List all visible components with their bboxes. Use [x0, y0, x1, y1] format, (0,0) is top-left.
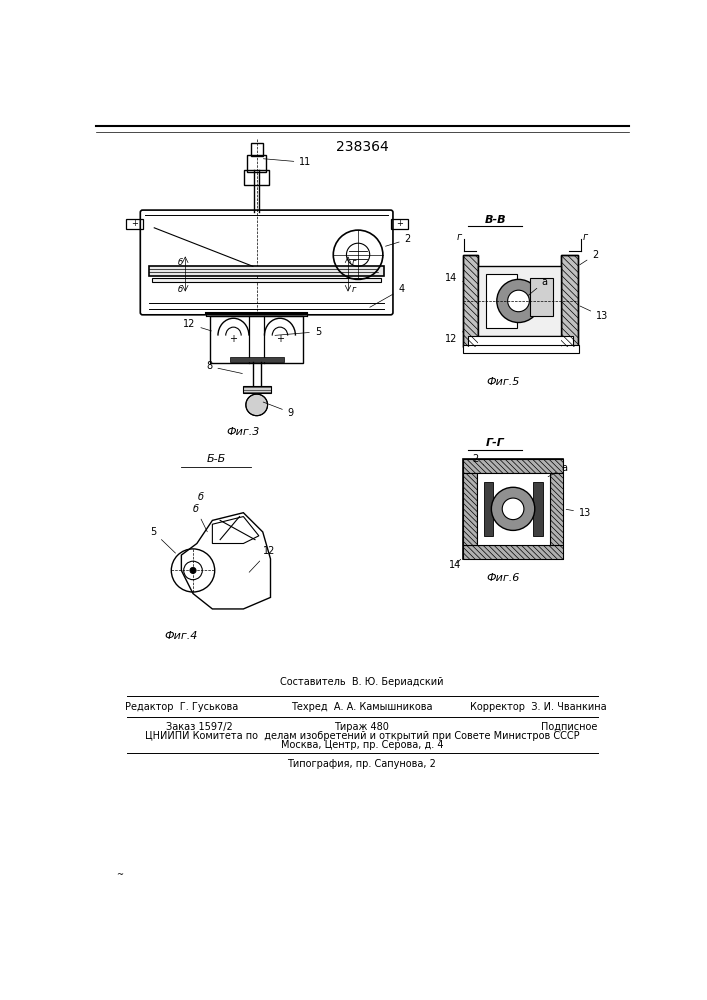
- Bar: [462, 459, 563, 473]
- Bar: [484, 482, 493, 536]
- Text: 14: 14: [445, 273, 462, 283]
- Text: Редактор  Г. Гуськова: Редактор Г. Гуськова: [124, 702, 238, 712]
- Text: +: +: [230, 334, 238, 344]
- Text: ~: ~: [116, 870, 123, 879]
- Circle shape: [508, 290, 530, 312]
- Bar: [478, 266, 561, 336]
- Bar: [462, 545, 563, 559]
- Text: 8: 8: [206, 361, 243, 374]
- Bar: [462, 473, 477, 545]
- Text: Фиг.3: Фиг.3: [227, 427, 260, 437]
- Bar: [245, 170, 269, 185]
- Bar: [533, 482, 542, 536]
- Bar: [561, 255, 578, 347]
- Text: 5: 5: [151, 527, 175, 553]
- Text: 4: 4: [370, 284, 404, 307]
- Text: г: г: [351, 285, 356, 294]
- Bar: [477, 473, 549, 545]
- Text: Техред  А. А. Камышникова: Техред А. А. Камышникова: [291, 702, 433, 712]
- Text: Фиг.4: Фиг.4: [165, 631, 198, 641]
- Text: +: +: [276, 334, 284, 344]
- Text: Составитель  В. Ю. Бериадский: Составитель В. Ю. Бериадский: [280, 677, 444, 687]
- Text: +: +: [396, 219, 402, 228]
- Circle shape: [497, 279, 540, 323]
- Text: Заказ 1597/2: Заказ 1597/2: [166, 722, 233, 732]
- Text: б: б: [193, 504, 207, 532]
- Text: 2: 2: [472, 454, 484, 465]
- Bar: [462, 459, 563, 473]
- Bar: [126, 219, 143, 229]
- Bar: [462, 459, 563, 473]
- Text: 5: 5: [275, 327, 321, 337]
- Bar: [462, 255, 478, 347]
- Bar: [462, 459, 563, 559]
- Text: 2: 2: [580, 250, 598, 265]
- Text: 13: 13: [580, 306, 608, 321]
- Circle shape: [491, 487, 534, 530]
- Bar: [486, 274, 517, 328]
- Bar: [462, 473, 477, 545]
- Bar: [149, 266, 385, 276]
- Bar: [549, 473, 563, 545]
- Text: Корректор  З. И. Чванкина: Корректор З. И. Чванкина: [469, 702, 606, 712]
- Bar: [230, 357, 284, 362]
- Bar: [561, 255, 578, 347]
- Bar: [243, 386, 271, 393]
- Bar: [462, 255, 478, 347]
- Text: Фиг.6: Фиг.6: [486, 573, 520, 583]
- Text: 2: 2: [385, 234, 411, 246]
- Bar: [462, 345, 579, 353]
- Text: +: +: [131, 219, 138, 228]
- Text: 14: 14: [449, 559, 461, 570]
- Text: Г-Г: Г-Г: [486, 438, 505, 448]
- Text: а: а: [548, 463, 567, 477]
- Bar: [152, 278, 381, 282]
- Text: Тираж 480: Тираж 480: [334, 722, 390, 732]
- Bar: [530, 278, 554, 316]
- Text: В-В: В-В: [484, 215, 506, 225]
- Text: 12: 12: [445, 332, 462, 344]
- Bar: [391, 219, 408, 229]
- Text: Б-Б: Б-Б: [206, 454, 226, 464]
- Bar: [210, 316, 303, 363]
- Circle shape: [502, 498, 524, 520]
- Text: 238364: 238364: [336, 140, 388, 154]
- Bar: [247, 155, 266, 172]
- Text: б: б: [198, 492, 204, 502]
- Bar: [250, 143, 263, 156]
- Text: Москва, Центр, пр. Серова, д. 4: Москва, Центр, пр. Серова, д. 4: [281, 740, 443, 750]
- Circle shape: [190, 567, 196, 574]
- Text: Фиг.5: Фиг.5: [486, 377, 520, 387]
- Bar: [462, 545, 563, 559]
- Text: 11: 11: [263, 157, 312, 167]
- Text: б: б: [177, 258, 182, 267]
- Text: 9: 9: [263, 402, 294, 418]
- Bar: [549, 473, 563, 545]
- Text: г: г: [456, 232, 462, 242]
- Text: а: а: [528, 277, 548, 295]
- Text: Подписное: Подписное: [541, 722, 597, 732]
- Text: 13: 13: [566, 508, 591, 518]
- Bar: [462, 545, 563, 559]
- Text: 12: 12: [249, 546, 275, 572]
- Text: г: г: [583, 232, 588, 242]
- Bar: [462, 255, 478, 347]
- Text: Типография, пр. Сапунова, 2: Типография, пр. Сапунова, 2: [288, 759, 436, 769]
- Bar: [561, 255, 578, 347]
- Bar: [462, 473, 477, 545]
- Circle shape: [246, 394, 267, 416]
- Text: 12: 12: [183, 319, 211, 331]
- Text: ЦНИИПИ Комитета по  делам изобретений и открытий при Совете Министров СССР: ЦНИИПИ Комитета по делам изобретений и о…: [145, 731, 579, 741]
- Bar: [549, 473, 563, 545]
- Bar: [468, 336, 573, 347]
- Text: б: б: [177, 285, 182, 294]
- Text: г: г: [351, 258, 356, 267]
